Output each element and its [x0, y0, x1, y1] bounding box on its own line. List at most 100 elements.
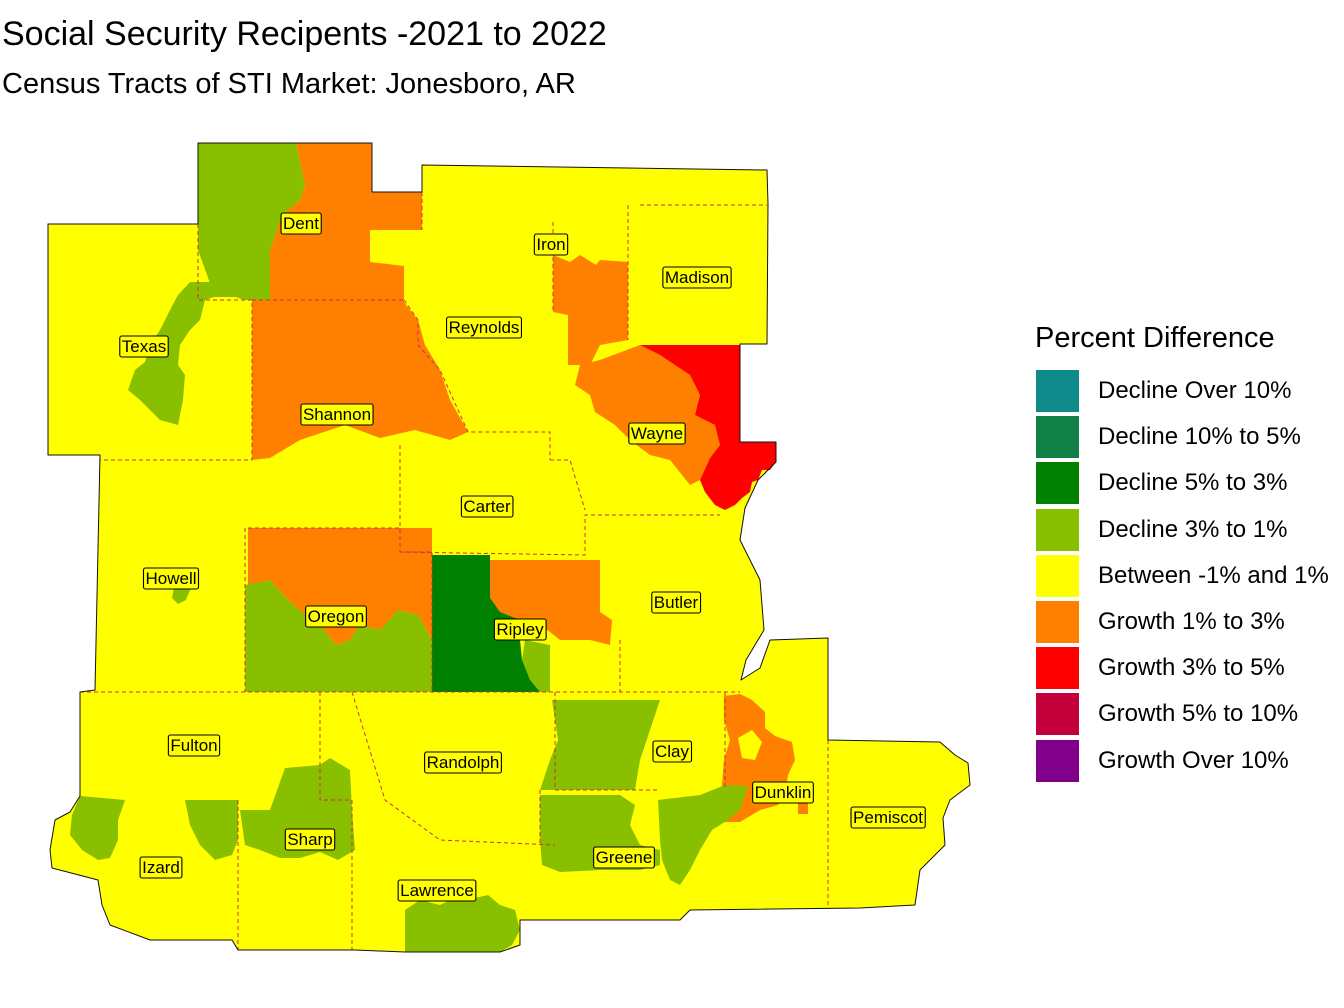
county-label-box [424, 751, 502, 774]
county-label-box [652, 740, 693, 763]
legend-swatch [1036, 508, 1079, 551]
county-name: Greene [596, 848, 653, 867]
county-name: Sharp [287, 830, 332, 849]
county-label-box [651, 591, 702, 614]
legend-swatch [1036, 554, 1079, 597]
county-label-dent: Dent [280, 212, 322, 235]
county-label-ripley: Ripley [493, 618, 547, 641]
map-subtitle: Census Tracts of STI Market: Jonesboro, … [2, 68, 576, 100]
county-label-lawrence: Lawrence [397, 879, 477, 902]
county-label-dunklin: Dunklin [752, 781, 814, 804]
county-label-box [593, 846, 655, 869]
legend-label: Decline Over 10% [1098, 377, 1292, 404]
county-label-box [300, 403, 374, 426]
county-label-howell: Howell [142, 567, 200, 590]
county-name: Shannon [303, 405, 371, 424]
legend-item: Decline 5% to 3% [1035, 460, 1344, 506]
legend-swatch [1036, 462, 1079, 505]
tract-iron [553, 255, 628, 365]
county-name: Ripley [496, 620, 544, 639]
county-label-box [305, 605, 367, 628]
legend-label: Growth 5% to 10% [1098, 700, 1299, 728]
county-name: Reynolds [449, 318, 520, 337]
legend-item: Decline Over 10% [1035, 368, 1344, 414]
legend-item: Growth 3% to 5% [1035, 645, 1344, 691]
legend-swatch [1036, 647, 1079, 690]
county-label-clay: Clay [652, 740, 693, 763]
legend-item: Growth 5% to 10% [1035, 691, 1344, 737]
county-name: Fulton [170, 736, 217, 755]
tract-izard-west [70, 796, 125, 860]
legend-title: Percent Difference [1035, 322, 1275, 354]
county-label-box [628, 422, 686, 445]
county-label-box [142, 567, 200, 590]
tract-izard-east [185, 800, 238, 860]
county-name: Iron [536, 235, 565, 254]
county-label-oregon: Oregon [305, 605, 367, 628]
county-label-fulton: Fulton [167, 734, 221, 757]
county-label-shannon: Shannon [300, 403, 374, 426]
county-name: Butler [654, 593, 699, 612]
county-label-greene: Greene [593, 846, 655, 869]
legend-label: Growth 1% to 3% [1098, 608, 1285, 635]
legend-label: Decline 3% to 1% [1098, 515, 1288, 543]
county-label-reynolds: Reynolds [446, 316, 522, 339]
county-label-randolph: Randolph [424, 751, 502, 774]
tract-greene-east [658, 785, 748, 885]
legend-swatch [1036, 739, 1079, 782]
county-label-box [752, 781, 814, 804]
county-name: Madison [665, 268, 729, 287]
legend-label: Between -1% and 1% [1098, 561, 1329, 589]
county-label-madison: Madison [662, 266, 732, 289]
county-label-iron: Iron [533, 233, 569, 256]
tract-ripley [490, 560, 612, 645]
legend-item: Between -1% and 1% [1035, 553, 1344, 599]
tract-dent-west [198, 143, 305, 300]
county-name: Clay [655, 742, 690, 761]
county-label-sharp: Sharp [284, 828, 336, 851]
legend-label: Growth 3% to 5% [1098, 654, 1285, 682]
tract-clay-west [540, 700, 660, 790]
tract-texas [128, 282, 220, 425]
county-borders [80, 192, 829, 950]
county-name: Izard [142, 858, 180, 877]
county-name: Oregon [308, 607, 365, 626]
county-label-box [850, 806, 926, 829]
county-label-box [139, 856, 183, 879]
tract-lawrence-south [405, 895, 520, 952]
tract-clay-hole [738, 730, 762, 760]
map-title: Social Security Recipents -2021 to 2022 [2, 15, 607, 53]
county-name: Wayne [631, 424, 683, 443]
county-name: Dunklin [755, 783, 812, 802]
legend-item: Growth 1% to 3% [1035, 599, 1344, 645]
county-label-box [397, 879, 477, 902]
county-name: Pemiscot [853, 808, 923, 827]
county-name: Dent [283, 214, 319, 233]
legend-swatch [1036, 370, 1079, 412]
county-label-box [446, 316, 522, 339]
legend-item: Growth Over 10% [1035, 738, 1344, 784]
county-label-box [533, 233, 569, 256]
legend-swatch [1036, 601, 1079, 643]
tract-wayne [575, 345, 720, 485]
tract-ripley-east [522, 640, 550, 692]
map-outline [47, 142, 971, 953]
tract-oregon [248, 528, 432, 645]
county-name: Lawrence [400, 881, 474, 900]
census-tract-map: Dent Iron Madison Texas Reynolds Shannon Wayne… [47, 142, 971, 953]
county-label-box [662, 266, 732, 289]
county-label-box [493, 618, 547, 641]
county-label-pemiscot: Pemiscot [850, 806, 926, 829]
county-name: Howell [145, 569, 196, 588]
county-label-box [460, 495, 514, 518]
county-label-wayne: Wayne [628, 422, 686, 445]
county-name: Randolph [427, 753, 500, 772]
county-label-carter: Carter [460, 495, 514, 518]
county-name: Carter [463, 497, 511, 516]
county-border-lines [80, 192, 829, 950]
county-label-izard: Izard [139, 856, 183, 879]
county-label-box [284, 828, 336, 851]
tract-wayne-east [640, 345, 776, 510]
county-label-texas: Texas [119, 335, 169, 358]
tract-base [48, 143, 970, 952]
